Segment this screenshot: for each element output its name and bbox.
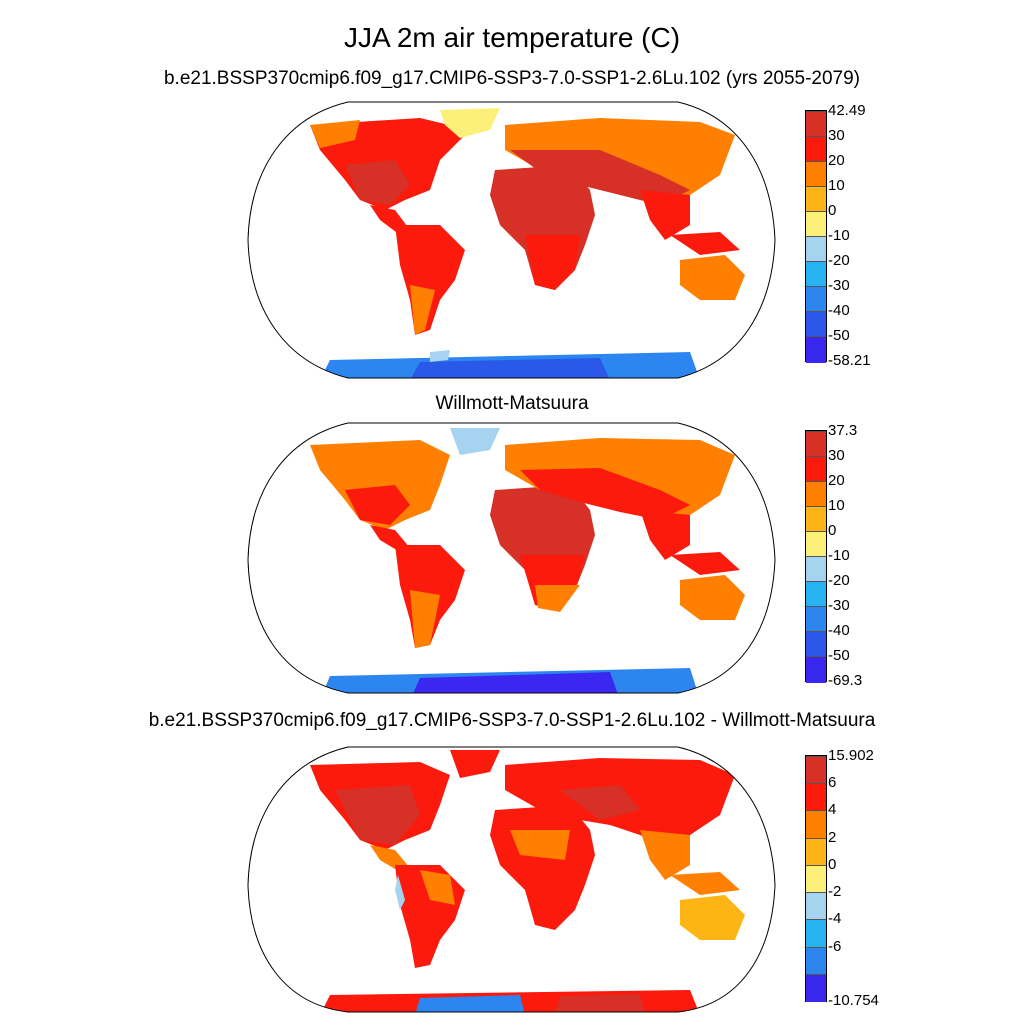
colorbar-box	[806, 236, 826, 263]
panel-2-title: Willmott-Matsuura	[435, 393, 589, 414]
colorbar-label: 0	[828, 522, 837, 539]
colorbar-box	[806, 111, 826, 138]
colorbar-label: 30	[828, 447, 845, 464]
colorbar-label: -10.754	[828, 992, 879, 1009]
colorbar-box	[806, 756, 826, 785]
colorbar-label: 0	[828, 855, 837, 873]
colorbar-box	[806, 506, 826, 533]
colorbar-3: 15.902 6 4 2 0 -2 -4 -6 -10.754	[805, 747, 879, 1009]
colorbar-label: 20	[828, 472, 845, 489]
colorbar-label: -40	[828, 302, 850, 319]
figure-title: JJA 2m air temperature (C)	[343, 22, 681, 53]
colorbar-box	[806, 161, 826, 188]
panel-3-title: b.e21.BSSP370cmip6.f09_g17.CMIP6-SSP3-7.…	[148, 710, 876, 731]
colorbar-box	[806, 556, 826, 583]
colorbar-box	[806, 186, 826, 213]
map-boundary-3	[247, 746, 776, 1013]
colorbar-label: 0	[828, 202, 837, 219]
colorbar-label: -50	[828, 647, 850, 664]
colorbar-box	[806, 211, 826, 238]
colorbar-label: -2	[828, 883, 842, 901]
colorbar-box	[806, 783, 826, 812]
colorbar-box	[806, 631, 826, 658]
colorbar-box	[806, 286, 826, 313]
colorbar-box	[806, 656, 826, 683]
colorbar-label: -6	[828, 937, 842, 955]
colorbar-label: 30	[828, 127, 845, 144]
colorbar-label: -20	[828, 252, 850, 269]
colorbar-label: -10	[828, 227, 850, 244]
colorbar-label: 6	[828, 774, 837, 792]
colorbar-label: -10	[828, 547, 850, 564]
colorbar-box	[806, 431, 826, 458]
colorbar-label: 10	[828, 177, 845, 194]
colorbar-label: 10	[828, 497, 845, 514]
colorbar-box	[806, 892, 826, 921]
colorbar-box	[806, 919, 826, 949]
colorbar-box	[806, 973, 826, 1003]
colorbar-box	[806, 531, 826, 558]
colorbar-label: -40	[828, 622, 850, 639]
map-boundary-2	[247, 422, 776, 694]
colorbar-label: -30	[828, 597, 850, 614]
colorbar-box	[806, 336, 826, 363]
colorbar-box	[806, 606, 826, 633]
colorbar-box	[806, 837, 826, 867]
colorbar-label: -69.3	[828, 672, 863, 689]
colorbar-label: -30	[828, 277, 850, 294]
colorbar-box	[806, 481, 826, 508]
colorbar-label: 37.3	[828, 422, 858, 439]
land-temperature-field-1	[310, 108, 745, 378]
colorbar-label: -20	[828, 572, 850, 589]
colorbar-label: 42.49	[828, 102, 866, 119]
colorbar-box	[806, 261, 826, 288]
colorbar-box	[806, 456, 826, 483]
colorbar-label: 4	[828, 801, 837, 819]
colorbar-label: 2	[828, 828, 837, 846]
colorbar-label: -4	[828, 910, 842, 928]
panel-1-title: b.e21.BSSP370cmip6.f09_g17.CMIP6-SSP3-7.…	[163, 68, 861, 89]
colorbar-label: -50	[828, 327, 850, 344]
colorbar-1: 42.49 30 20 10 0 -10 -20 -30 -40 -50 -58.21	[805, 102, 871, 369]
colorbar-box	[806, 864, 826, 894]
land-temperature-field-2	[310, 428, 745, 693]
colorbar-box	[806, 581, 826, 608]
colorbar-box	[806, 810, 826, 840]
colorbar-label: 20	[828, 152, 845, 169]
land-temperature-field-3	[310, 750, 745, 1012]
colorbar-label: 15.902	[828, 747, 874, 764]
map-boundary-1	[247, 101, 776, 379]
colorbar-box	[806, 946, 826, 976]
colorbar-box	[806, 136, 826, 163]
colorbar-box	[806, 311, 826, 338]
colorbar-label: -58.21	[828, 352, 871, 369]
colorbar-2: 37.3 30 20 10 0 -10 -20 -30 -40 -50 -69.3	[805, 422, 862, 689]
